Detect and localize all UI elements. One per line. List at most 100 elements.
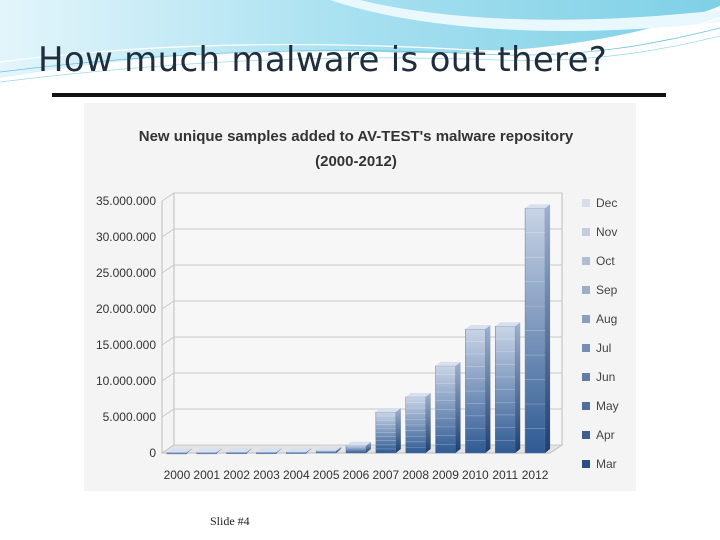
x-tick-label: 2009 bbox=[432, 468, 459, 482]
legend-item-aug: Aug bbox=[582, 312, 617, 326]
bar-top bbox=[525, 204, 551, 209]
bar-side bbox=[455, 361, 461, 453]
y-tick-label: 35.000.000 bbox=[96, 194, 156, 208]
bar-2007 bbox=[375, 407, 401, 454]
legend-swatch bbox=[582, 431, 590, 439]
legend-item-may: May bbox=[582, 399, 619, 413]
x-tick-label: 2003 bbox=[253, 468, 280, 482]
gridline bbox=[161, 336, 562, 346]
bar-2010 bbox=[465, 325, 491, 454]
x-tick-label: 2012 bbox=[522, 468, 549, 482]
bar-front bbox=[226, 452, 247, 455]
legend-swatch bbox=[582, 344, 590, 352]
gridline bbox=[161, 372, 562, 382]
bar-side bbox=[336, 446, 342, 453]
bar-top bbox=[346, 441, 371, 446]
legend-label: Jul bbox=[596, 341, 611, 355]
top-wave-highlight bbox=[330, 0, 720, 31]
bar-side bbox=[485, 325, 491, 453]
x-tick-label: 2011 bbox=[492, 468, 518, 482]
legend-label: Apr bbox=[596, 428, 615, 442]
y-tick-label: 5.000.000 bbox=[103, 410, 157, 424]
slide-title: How much malware is out there? bbox=[38, 40, 608, 80]
bar-2012 bbox=[524, 204, 551, 454]
gridline bbox=[161, 444, 562, 454]
legend-item-nov: Nov bbox=[582, 225, 617, 239]
wave-line-2 bbox=[0, 27, 720, 73]
bar-side bbox=[515, 322, 521, 453]
x-tick-label: 2001 bbox=[193, 468, 220, 482]
legend: Dec Nov Oct Sep Aug Jul Jun May Apr Mar bbox=[582, 196, 619, 471]
gridline bbox=[161, 300, 562, 310]
bar-2003 bbox=[256, 448, 282, 455]
gridline bbox=[161, 228, 562, 238]
y-tick-label: 30.000.000 bbox=[96, 230, 156, 244]
bar-front bbox=[256, 452, 277, 455]
bar-top bbox=[495, 322, 521, 327]
bars bbox=[166, 204, 551, 455]
y-tick-label: 15.000.000 bbox=[96, 338, 156, 352]
y-axis-ticks: 0 5.000.000 10.000.000 15.000.000 20.000.000… bbox=[96, 194, 156, 460]
bar-top bbox=[465, 325, 491, 330]
chart-subtitle: (2000-2012) bbox=[315, 153, 397, 170]
legend-swatch bbox=[582, 460, 590, 468]
wave-line-3 bbox=[0, 35, 720, 83]
bar-2011 bbox=[494, 322, 521, 454]
legend-label: May bbox=[596, 399, 619, 413]
malware-bar-chart: New unique samples added to AV-TEST's ma… bbox=[96, 128, 619, 482]
x-tick-label: 2005 bbox=[313, 468, 340, 482]
legend-label: Aug bbox=[596, 312, 617, 326]
x-tick-label: 2007 bbox=[372, 468, 399, 482]
legend-item-jun: Jun bbox=[582, 370, 615, 384]
x-tick-label: 2000 bbox=[164, 468, 191, 482]
bar-2005 bbox=[315, 446, 342, 454]
bar-2008 bbox=[405, 392, 431, 454]
wave-line-1 bbox=[0, 17, 720, 63]
chart-title: New unique samples added to AV-TEST's ma… bbox=[139, 128, 574, 145]
chart-image-panel: New unique samples added to AV-TEST's ma… bbox=[84, 103, 636, 491]
legend-item-jul: Jul bbox=[582, 341, 611, 355]
bar-2001 bbox=[196, 448, 222, 455]
x-tick-label: 2010 bbox=[462, 468, 489, 482]
bar-side bbox=[276, 448, 282, 453]
bar-side bbox=[246, 448, 252, 453]
bar-front bbox=[345, 445, 367, 454]
legend-swatch bbox=[582, 373, 590, 381]
y-tick-label: 0 bbox=[149, 446, 156, 460]
legend-swatch bbox=[582, 257, 590, 265]
legend-item-sep: Sep bbox=[582, 283, 618, 297]
gridline bbox=[161, 264, 562, 274]
gridline bbox=[161, 192, 562, 202]
bar-front bbox=[196, 452, 218, 455]
legend-label: Sep bbox=[596, 283, 618, 297]
bar-top bbox=[316, 446, 342, 451]
y-tick-label: 20.000.000 bbox=[96, 302, 156, 316]
gridline bbox=[161, 408, 562, 418]
bar-top bbox=[286, 448, 312, 453]
y-tick-label: 25.000.000 bbox=[96, 266, 156, 280]
bar-side bbox=[395, 407, 401, 453]
bar-top bbox=[435, 361, 461, 366]
bar-front bbox=[166, 452, 188, 455]
gridlines bbox=[161, 192, 562, 454]
legend-label: Jun bbox=[596, 370, 615, 384]
x-tick-label: 2006 bbox=[343, 468, 370, 482]
bar-top bbox=[256, 448, 282, 453]
legend-label: Nov bbox=[596, 225, 617, 239]
legend-swatch bbox=[582, 228, 590, 236]
bar-top bbox=[375, 407, 401, 412]
bar-side bbox=[425, 392, 431, 453]
bar-side bbox=[186, 448, 192, 453]
legend-item-dec: Dec bbox=[582, 196, 617, 210]
bar-2000 bbox=[166, 448, 192, 455]
x-tick-label: 2002 bbox=[223, 468, 250, 482]
legend-label: Oct bbox=[596, 254, 615, 268]
legend-item-apr: Apr bbox=[582, 428, 615, 442]
bar-2002 bbox=[226, 448, 252, 455]
bar-side bbox=[306, 448, 312, 453]
legend-swatch bbox=[582, 199, 590, 207]
title-underline bbox=[52, 93, 666, 97]
top-wave-shape bbox=[0, 0, 720, 78]
bar-side bbox=[545, 204, 551, 453]
legend-swatch bbox=[582, 315, 590, 323]
